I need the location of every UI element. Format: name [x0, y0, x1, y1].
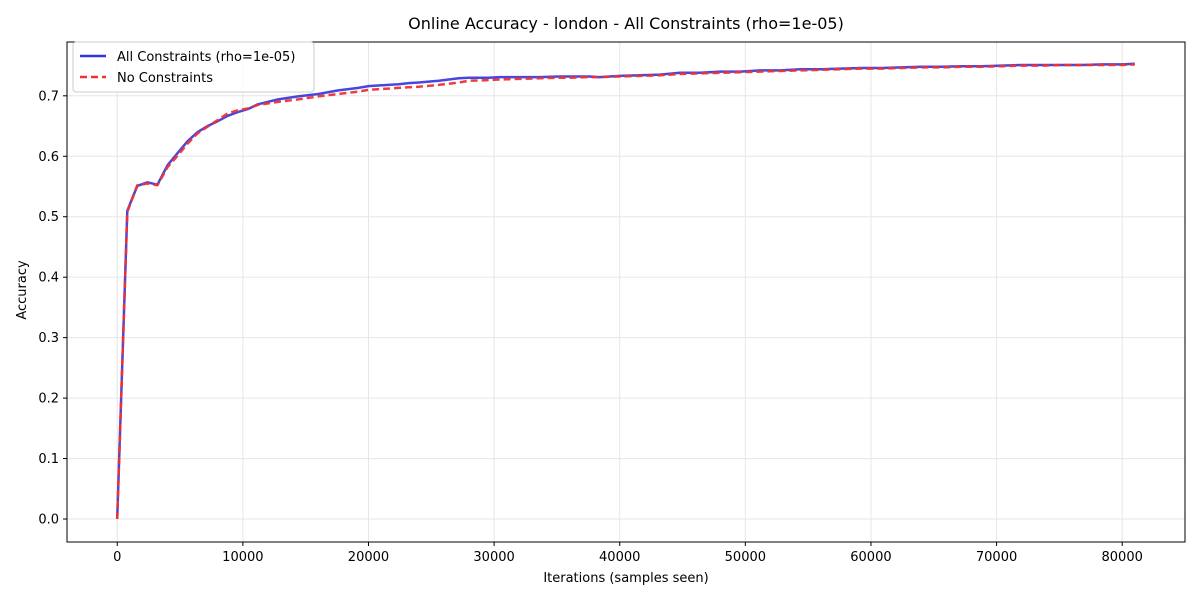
x-tick-label: 70000 — [976, 550, 1017, 565]
x-tick-label: 10000 — [222, 550, 263, 565]
y-tick-label: 0.7 — [38, 89, 59, 104]
legend-label-all-constraints: All Constraints (rho=1e-05) — [117, 50, 295, 65]
y-tick-label: 0.5 — [38, 210, 59, 225]
x-tick-label: 50000 — [725, 550, 766, 565]
legend: All Constraints (rho=1e-05) No Constrain… — [72, 41, 315, 93]
plot-area-frame — [66, 41, 1186, 543]
x-tick-label: 20000 — [348, 550, 389, 565]
series-lines — [115, 62, 1135, 520]
y-tick-label: 0.1 — [38, 452, 59, 467]
x-tick-label: 40000 — [599, 550, 640, 565]
y-tick-label: 0.6 — [38, 150, 59, 165]
y-tick-label: 0.4 — [38, 271, 59, 286]
legend-label-no-constraints: No Constraints — [117, 71, 213, 86]
y-tick-label: 0.0 — [38, 513, 59, 528]
y-axis-ticks: 0.0 0.1 0.2 0.3 0.4 0.5 0.6 0.7 — [38, 89, 67, 528]
y-tick-label: 0.2 — [38, 392, 59, 407]
series-line-no-constraints — [115, 63, 1135, 520]
legend-box — [72, 41, 315, 93]
y-axis-label: Accuracy — [15, 260, 30, 320]
x-tick-label: 80000 — [1102, 550, 1143, 565]
x-axis-label: Iterations (samples seen) — [543, 571, 708, 586]
x-tick-label: 60000 — [850, 550, 891, 565]
series-line-all-constraints — [115, 62, 1135, 520]
grid — [67, 42, 1185, 542]
x-axis-ticks: 0 10000 20000 30000 40000 50000 60000 70000 8000… — [113, 542, 1143, 565]
chart-title: Online Accuracy - london - All Constrain… — [408, 14, 844, 33]
x-tick-label: 0 — [113, 550, 121, 565]
x-tick-label: 30000 — [473, 550, 514, 565]
y-tick-label: 0.3 — [38, 331, 59, 346]
